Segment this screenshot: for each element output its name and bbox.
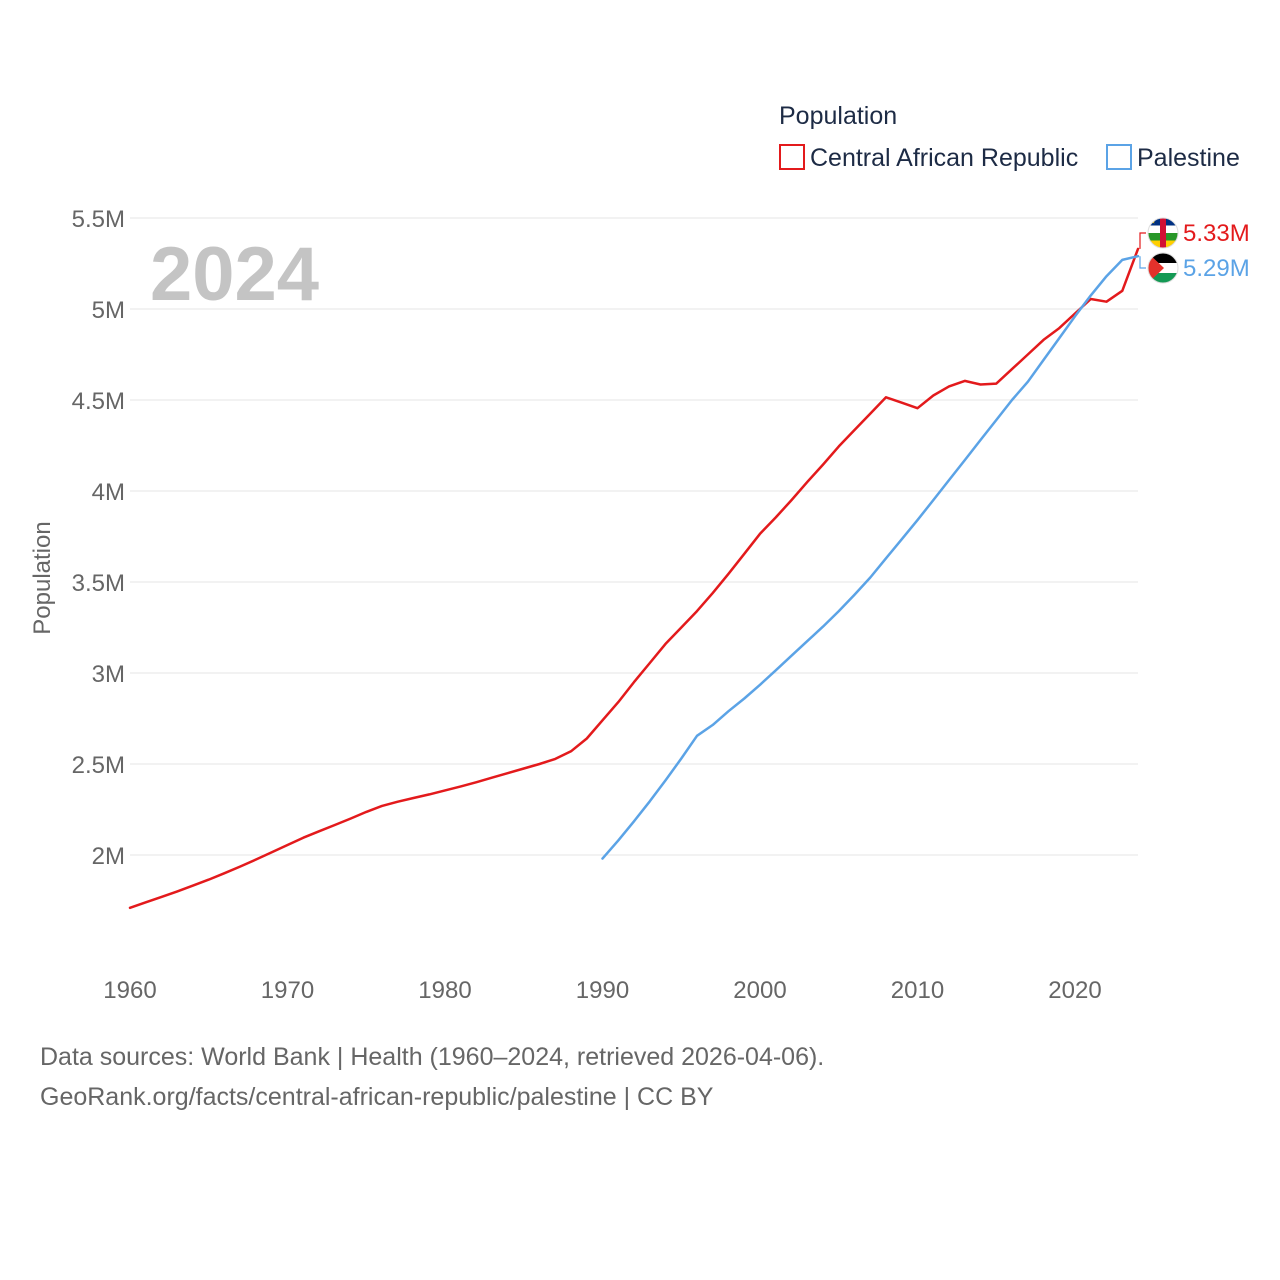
- end-connector: [1139, 256, 1146, 269]
- flag-stripe: [1148, 253, 1178, 264]
- y-axis-label: Population: [29, 521, 56, 634]
- flag-body: [1148, 253, 1178, 283]
- legend-swatch: [779, 144, 805, 170]
- legend[interactable]: Population Central African Republic Pales…: [779, 102, 1240, 172]
- x-tick-label: 1970: [261, 977, 314, 1004]
- x-tick-label: 2000: [733, 977, 786, 1004]
- x-tick-label: 2020: [1048, 977, 1101, 1004]
- palestine-end-marker: 5.29M: [1139, 252, 1250, 284]
- end-value-label: 5.29M: [1183, 255, 1250, 282]
- year-display: 2024: [150, 232, 319, 317]
- legend-swatch: [1106, 144, 1132, 170]
- x-tick-label: 1960: [103, 977, 156, 1004]
- flag-triangle: [1148, 253, 1164, 283]
- series-end-markers: 5.33M 5.29M: [1139, 217, 1250, 284]
- source-link[interactable]: GeoRank.org/facts/central-african-republ…: [40, 1083, 714, 1111]
- x-tick-label: 2010: [891, 977, 944, 1004]
- legend-label: Palestine: [1137, 144, 1240, 172]
- legend-item-central-african-republic[interactable]: Central African Republic: [779, 144, 1078, 172]
- flag-outline: [1147, 252, 1179, 284]
- flag-stripe: [1148, 273, 1178, 283]
- y-tick-label: 5M: [92, 297, 125, 324]
- x-tick-label: 1980: [418, 977, 471, 1004]
- data-source-note: Data sources: World Bank | Health (1960–…: [40, 1043, 825, 1071]
- y-tick-label: 5.5M: [72, 206, 125, 233]
- end-connector: [1139, 232, 1146, 249]
- series-lines: [128, 247, 1140, 910]
- central-african-republic-flag-icon: [1147, 217, 1179, 249]
- legend-item-palestine[interactable]: Palestine: [1106, 144, 1240, 172]
- y-tick-label: 2.5M: [72, 752, 125, 779]
- end-value-label: 5.33M: [1183, 220, 1250, 247]
- series-line-central-african-republic: [128, 247, 1140, 910]
- y-gridlines: [130, 217, 1138, 856]
- y-axis-tick-labels: 2M 2.5M 3M 3.5M 4M 4.5M 5M 5.5M: [72, 206, 125, 870]
- flag-outline: [1147, 217, 1179, 249]
- central-african-republic-end-marker: 5.33M: [1139, 217, 1250, 249]
- flag-vertical-band: [1160, 218, 1166, 248]
- y-tick-label: 2M: [92, 843, 125, 870]
- y-tick-label: 4.5M: [72, 388, 125, 415]
- y-tick-label: 3.5M: [72, 570, 125, 597]
- legend-label: Central African Republic: [810, 144, 1078, 172]
- x-tick-label: 1990: [576, 977, 629, 1004]
- y-tick-label: 3M: [92, 661, 125, 688]
- y-tick-label: 4M: [92, 479, 125, 506]
- legend-title: Population: [779, 102, 897, 130]
- palestine-flag-icon: [1147, 252, 1179, 284]
- series-line-palestine: [601, 254, 1140, 860]
- x-axis-tick-labels: 1960 1970 1980 1990 2000 2010 2020: [103, 977, 1101, 1004]
